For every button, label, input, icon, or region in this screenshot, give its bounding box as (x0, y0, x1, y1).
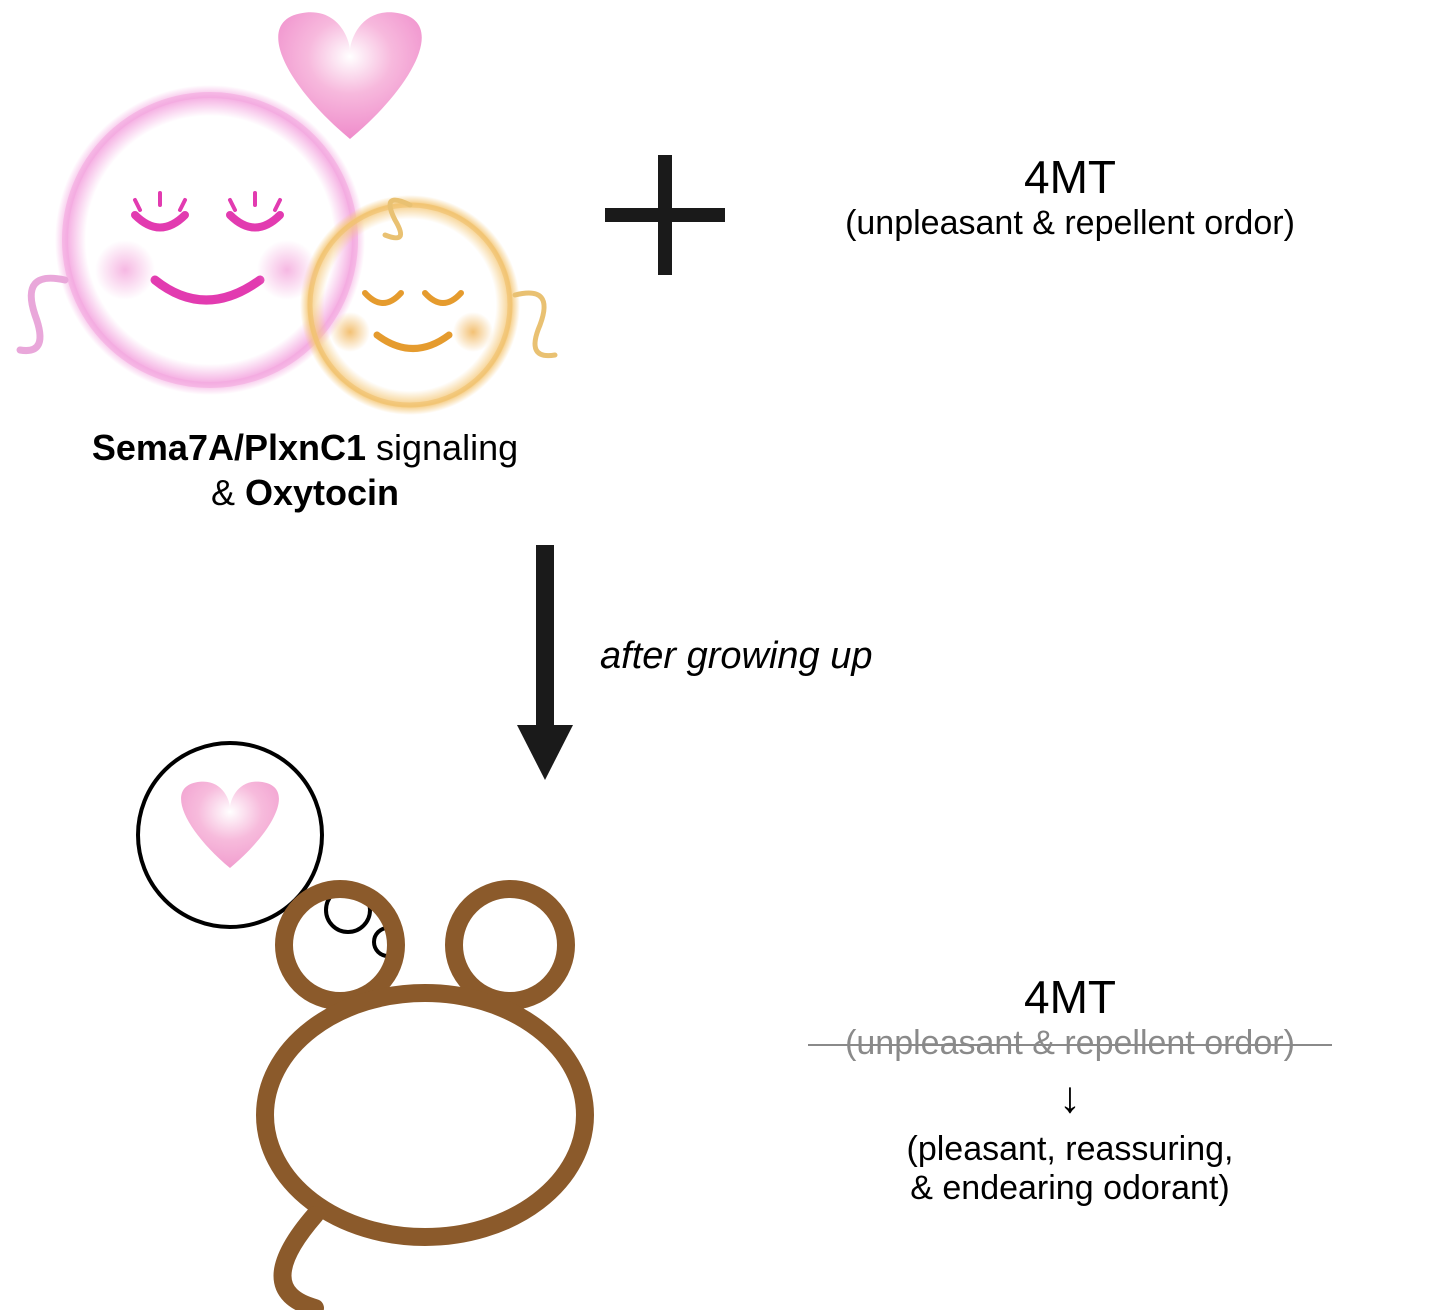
caption-sema7a: Sema7A/PlxnC1 (92, 427, 366, 468)
down-arrow-glyph: ↓ (790, 1069, 1350, 1126)
caption-amp: & (211, 472, 245, 513)
caption-signaling: signaling (366, 427, 518, 468)
mother-curl (20, 278, 65, 350)
mouse-body (265, 889, 585, 1308)
bottom-4mt-old-subtitle: (unpleasant & repellent ordor) (790, 1024, 1350, 1063)
bottom-4mt-new-sub1: (pleasant, reassuring, (790, 1130, 1350, 1169)
bottom-4mt-new-sub2: & endearing odorant) (790, 1169, 1350, 1208)
top-4mt-title: 4MT (800, 150, 1340, 204)
strikethrough-line (808, 1044, 1332, 1046)
bottom-4mt-block: 4MT (unpleasant & repellent ordor) ↓ (pl… (790, 970, 1350, 1208)
top-4mt-subtitle: (unpleasant & repellent ordor) (800, 204, 1340, 243)
arrow-label: after growing up (600, 635, 873, 678)
signaling-caption: Sema7A/PlxnC1 signaling & Oxytocin (55, 425, 555, 515)
caption-oxytocin: Oxytocin (245, 472, 399, 513)
top-4mt-block: 4MT (unpleasant & repellent ordor) (800, 150, 1340, 243)
mother-child-illustration (15, 10, 575, 440)
child-circle (300, 195, 520, 415)
mouse-illustration (80, 720, 640, 1310)
plus-icon (605, 155, 725, 275)
child-curl-2 (515, 293, 555, 356)
bottom-4mt-title: 4MT (790, 970, 1350, 1024)
